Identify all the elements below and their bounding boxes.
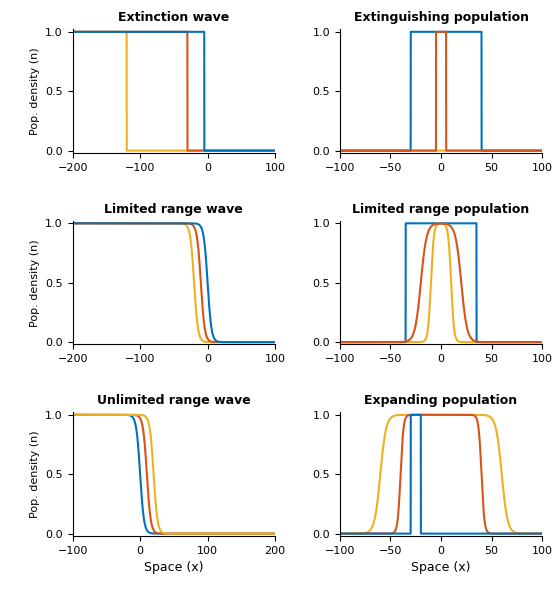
Y-axis label: Pop. density (n): Pop. density (n)	[30, 431, 40, 518]
Title: Extinction wave: Extinction wave	[119, 11, 230, 24]
Y-axis label: Pop. density (n): Pop. density (n)	[30, 47, 40, 135]
Title: Expanding population: Expanding population	[364, 394, 518, 407]
X-axis label: Space (x): Space (x)	[411, 561, 471, 574]
Title: Limited range wave: Limited range wave	[105, 203, 243, 216]
X-axis label: Space (x): Space (x)	[144, 561, 203, 574]
Y-axis label: Pop. density (n): Pop. density (n)	[30, 239, 40, 326]
Title: Unlimited range wave: Unlimited range wave	[97, 394, 251, 407]
Title: Extinguishing population: Extinguishing population	[353, 11, 528, 24]
Title: Limited range population: Limited range population	[352, 203, 530, 216]
